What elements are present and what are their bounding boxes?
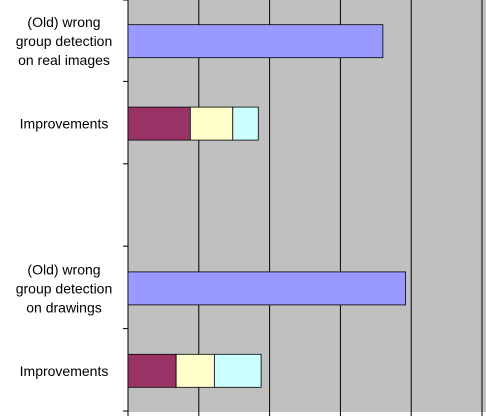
bar-cat0-series0	[127, 24, 384, 59]
category-label: (Old) wrong	[27, 261, 100, 277]
bar-cat3-series0	[127, 271, 406, 306]
category-label: on real images	[18, 52, 110, 68]
bar-cat1-series1	[127, 106, 191, 141]
bar-cat1-series3	[232, 106, 259, 141]
category-label: group detection	[16, 280, 113, 296]
bar-cat1-series2	[189, 106, 234, 141]
category-label: group detection	[16, 33, 113, 49]
category-label: Improvements	[20, 116, 109, 132]
bar-cat4-series2	[175, 353, 215, 388]
category-label: Improvements	[20, 363, 109, 379]
category-label: (Old) wrong	[27, 14, 100, 30]
plot-area	[128, 0, 486, 412]
category-label: on drawings	[26, 299, 102, 315]
bar-cat4-series1	[127, 353, 177, 388]
bar-cat4-series3	[213, 353, 262, 388]
